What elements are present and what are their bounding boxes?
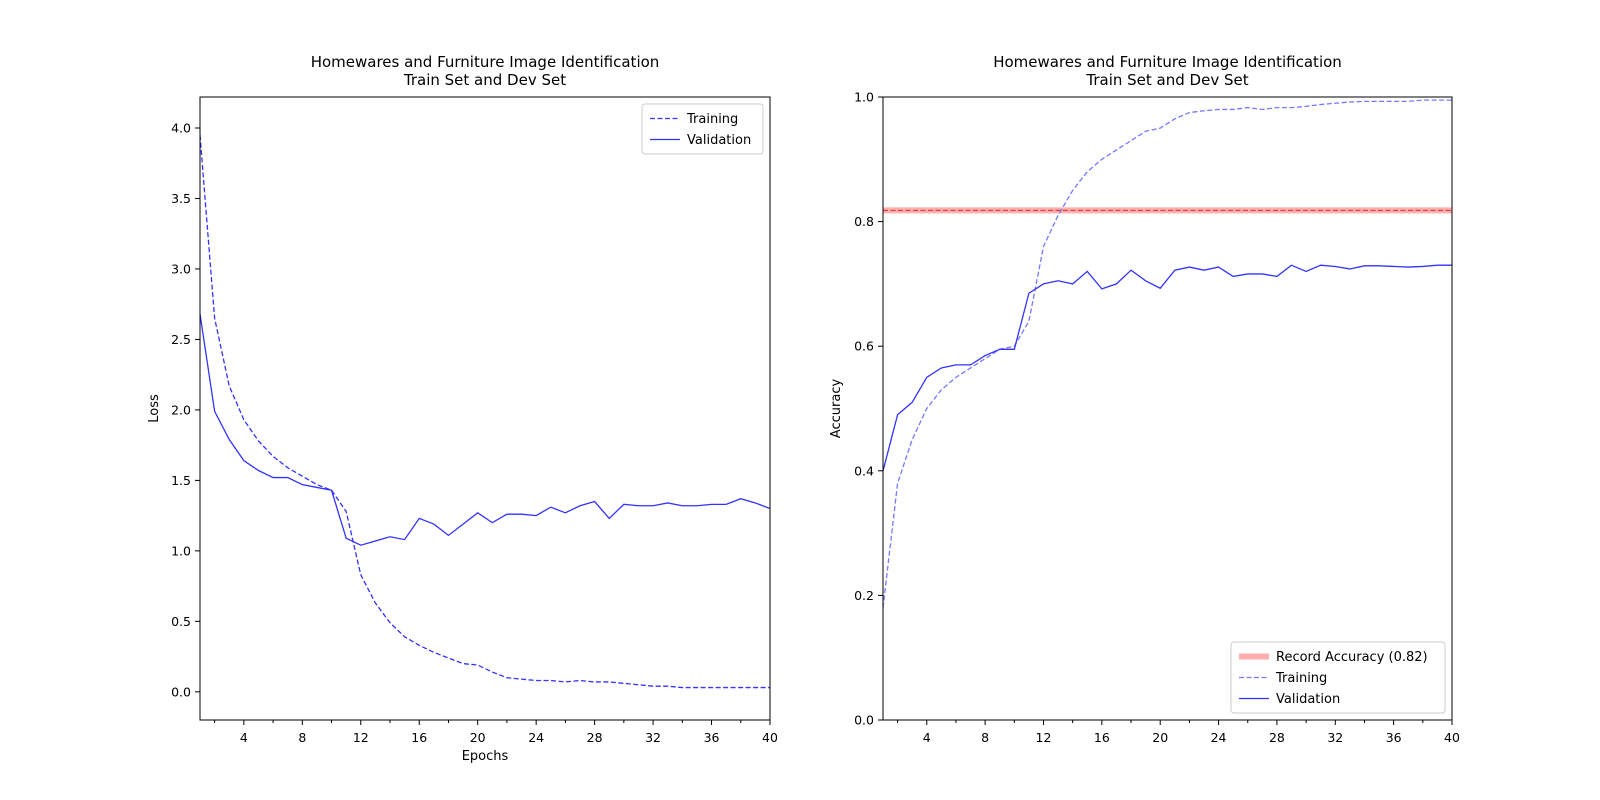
x-tick-label: 36 bbox=[1386, 730, 1402, 745]
x-tick-label: 32 bbox=[1327, 730, 1343, 745]
x-tick-label: 28 bbox=[1269, 730, 1285, 745]
y-tick-label: 0.4 bbox=[854, 463, 874, 478]
y-tick-label: 0.0 bbox=[854, 713, 874, 728]
x-tick-label: 36 bbox=[704, 730, 720, 745]
y-tick-label: 2.5 bbox=[171, 332, 191, 347]
x-tick-label: 20 bbox=[470, 730, 486, 745]
x-tick-label: 40 bbox=[1444, 730, 1460, 745]
legend-label: Training bbox=[1275, 671, 1327, 686]
series-line-validation bbox=[883, 264, 1452, 471]
series-line-training bbox=[200, 135, 770, 689]
y-tick-label: 0.2 bbox=[854, 588, 874, 603]
legend-label: Validation bbox=[687, 133, 751, 148]
axes-frame bbox=[882, 96, 1453, 721]
x-tick-label: 16 bbox=[411, 730, 427, 745]
chart-panel-2: Homewares and Furniture Image Identifica… bbox=[829, 53, 1460, 745]
y-tick-label: 1.0 bbox=[171, 543, 191, 558]
x-tick-label: 24 bbox=[1211, 730, 1227, 745]
x-tick-label: 20 bbox=[1152, 730, 1168, 745]
y-tick-label: 0.8 bbox=[854, 214, 874, 229]
y-axis-label: Accuracy bbox=[829, 379, 844, 439]
series-line-training bbox=[883, 99, 1452, 608]
x-tick-label: 32 bbox=[645, 730, 661, 745]
y-tick-label: 1.0 bbox=[854, 90, 874, 105]
y-tick-label: 0.6 bbox=[854, 339, 874, 354]
legend-box bbox=[641, 103, 764, 155]
legend-label: Validation bbox=[1276, 692, 1340, 707]
x-tick-label: 28 bbox=[587, 730, 603, 745]
y-tick-label: 3.5 bbox=[171, 191, 191, 206]
legend-label: Training bbox=[686, 112, 738, 127]
x-tick-label: 8 bbox=[981, 730, 989, 745]
chart-title-line: Homewares and Furniture Image Identifica… bbox=[311, 53, 660, 71]
x-tick-label: 4 bbox=[923, 730, 931, 745]
x-axis-label: Epochs bbox=[462, 749, 509, 764]
chart-title-line: Train Set and Dev Set bbox=[403, 71, 566, 89]
y-axis-label: Loss bbox=[147, 394, 162, 423]
x-tick-label: 12 bbox=[1036, 730, 1052, 745]
x-tick-label: 12 bbox=[353, 730, 369, 745]
x-tick-label: 40 bbox=[762, 730, 778, 745]
chart-title-line: Train Set and Dev Set bbox=[1085, 71, 1248, 89]
y-tick-label: 1.5 bbox=[171, 473, 191, 488]
y-tick-label: 0.5 bbox=[171, 614, 191, 629]
chart-title: Homewares and Furniture Image Identifica… bbox=[311, 53, 660, 89]
chart-panel-1: Homewares and Furniture Image Identifica… bbox=[147, 53, 778, 764]
y-tick-label: 4.0 bbox=[171, 121, 191, 136]
chart-title: Homewares and Furniture Image Identifica… bbox=[993, 53, 1342, 89]
legend-box bbox=[1230, 641, 1446, 714]
x-tick-label: 24 bbox=[528, 730, 544, 745]
legend-label: Record Accuracy (0.82) bbox=[1276, 650, 1428, 665]
y-tick-label: 2.0 bbox=[171, 402, 191, 417]
legend: Training Validation bbox=[641, 103, 764, 155]
legend: Record Accuracy (0.82) Training Validation bbox=[1230, 641, 1446, 714]
y-tick-label: 0.0 bbox=[171, 684, 191, 699]
x-tick-label: 8 bbox=[298, 730, 306, 745]
series-line-validation bbox=[200, 313, 770, 546]
chart-title-line: Homewares and Furniture Image Identifica… bbox=[993, 53, 1342, 71]
x-tick-label: 16 bbox=[1094, 730, 1110, 745]
y-tick-label: 3.0 bbox=[171, 261, 191, 276]
axes-frame bbox=[199, 96, 771, 721]
x-tick-label: 4 bbox=[240, 730, 248, 745]
